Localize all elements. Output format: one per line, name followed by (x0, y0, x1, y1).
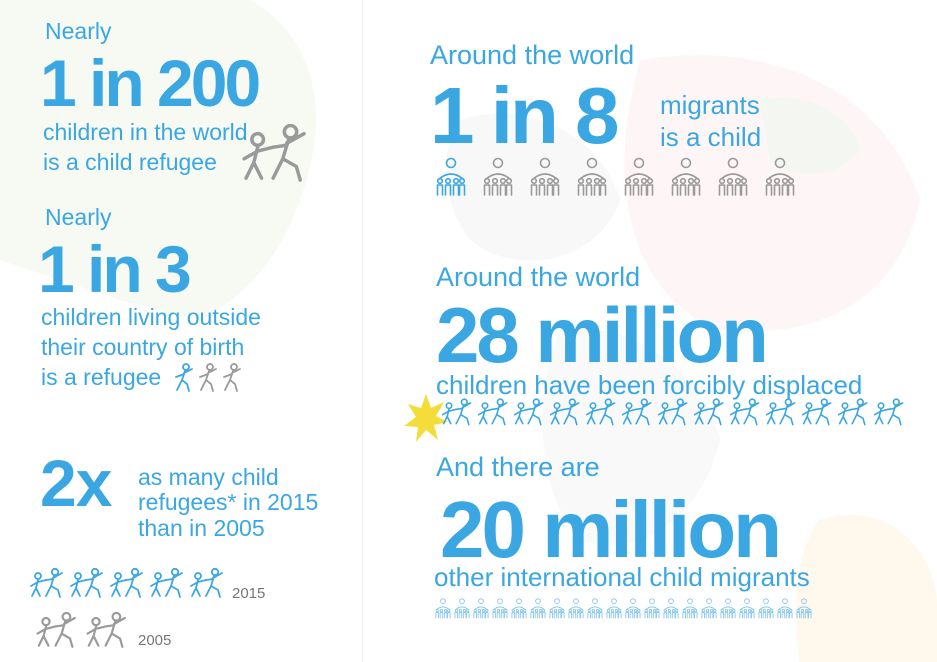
child-figure-icon (150, 567, 183, 598)
family-group-icon (587, 598, 603, 619)
stat3-year-2015: 2015 (232, 585, 266, 602)
stat2-figure: 1 in 3 (38, 232, 192, 306)
family-group-icon (796, 598, 812, 619)
child-figure-icon (513, 398, 544, 426)
child-figure-icon (693, 398, 724, 426)
stat5-figure: 28 million (436, 291, 769, 379)
child-figure-icon (110, 567, 143, 598)
family-group-icon (739, 598, 755, 619)
stat1-line1: children in the world (43, 119, 248, 145)
family-group-icon (549, 598, 565, 619)
family-group-icon (625, 598, 641, 619)
stat1-figure-icons (238, 124, 316, 182)
family-group-icon (624, 157, 654, 196)
family-group-icon (758, 598, 774, 619)
family-group-icon (483, 157, 513, 196)
child-figure-icon (190, 567, 223, 598)
child-figure-icon (242, 124, 306, 182)
family-group-icon (577, 157, 607, 196)
column-divider (362, 0, 363, 662)
stat4-family-icons (434, 156, 810, 200)
family-group-icon (718, 157, 748, 196)
stat2-line2: their country of birth (41, 334, 245, 360)
starburst-icon (404, 394, 448, 442)
child-figure-icon (36, 612, 76, 648)
child-figure-icon (199, 363, 217, 392)
stat2-lead: Nearly (45, 204, 112, 230)
child-figure-icon (729, 398, 760, 426)
family-group-icon (663, 598, 679, 619)
stat3-2015-icons (28, 566, 228, 600)
family-group-icon (701, 598, 717, 619)
stat4-line2: is a child (660, 122, 762, 152)
family-group-icon (606, 598, 622, 619)
stat2-line1: children living outside (41, 304, 261, 330)
stat2-figure-icons (172, 362, 244, 394)
child-figure-icon (175, 363, 193, 392)
family-group-icon (720, 598, 736, 619)
family-group-icon (644, 598, 660, 619)
stat1-lead: Nearly (45, 18, 112, 44)
child-figure-icon (441, 398, 472, 426)
stat4-figure: 1 in 8 (430, 71, 620, 160)
child-figure-icon (765, 398, 796, 426)
stat5-child-icons (440, 398, 908, 426)
child-figure-icon (70, 567, 103, 598)
stat4-lead: Around the world (430, 40, 635, 70)
family-group-icon (682, 598, 698, 619)
stat6-line1: other international child migrants (434, 562, 810, 592)
child-figure-icon (657, 398, 688, 426)
stat3-2005-icons (33, 612, 133, 648)
stat3-line3: than in 2005 (138, 515, 265, 541)
family-group-icon (473, 598, 489, 619)
stat6-lead: And there are (436, 452, 600, 482)
family-group-icon (435, 598, 451, 619)
child-figure-icon (477, 398, 508, 426)
child-figure-icon (873, 398, 904, 426)
stat5-line1: children have been forcibly displaced (436, 370, 863, 400)
stat3-figure: 2x (40, 446, 112, 520)
stat3-year-2005: 2005 (138, 632, 172, 649)
child-figure-icon (549, 398, 580, 426)
family-group-icon (777, 598, 793, 619)
family-group-icon (454, 598, 470, 619)
stat4-line1: migrants (660, 90, 760, 120)
stat6-figure: 20 million (440, 485, 782, 574)
stat6-child-icons (434, 598, 814, 620)
family-group-icon (671, 157, 701, 196)
family-group-icon (436, 157, 466, 196)
child-figure-icon (801, 398, 832, 426)
child-figure-icon (86, 612, 126, 648)
stat1-figure: 1 in 200 (40, 46, 261, 120)
child-figure-icon (30, 567, 63, 598)
family-group-icon (530, 598, 546, 619)
family-group-icon (568, 598, 584, 619)
family-group-icon (511, 598, 527, 619)
stat5-lead: Around the world (436, 262, 641, 292)
family-group-icon (492, 598, 508, 619)
stat3-line2: refugees* in 2015 (138, 489, 319, 515)
stat3-line1: as many child (138, 464, 279, 490)
child-figure-icon (837, 398, 868, 426)
stat2-line3: is a refugee (41, 364, 162, 390)
family-group-icon (530, 157, 560, 196)
child-figure-icon (585, 398, 616, 426)
stat1-line2: is a child refugee (43, 149, 217, 175)
child-figure-icon (223, 363, 241, 392)
child-figure-icon (621, 398, 652, 426)
family-group-icon (765, 157, 795, 196)
